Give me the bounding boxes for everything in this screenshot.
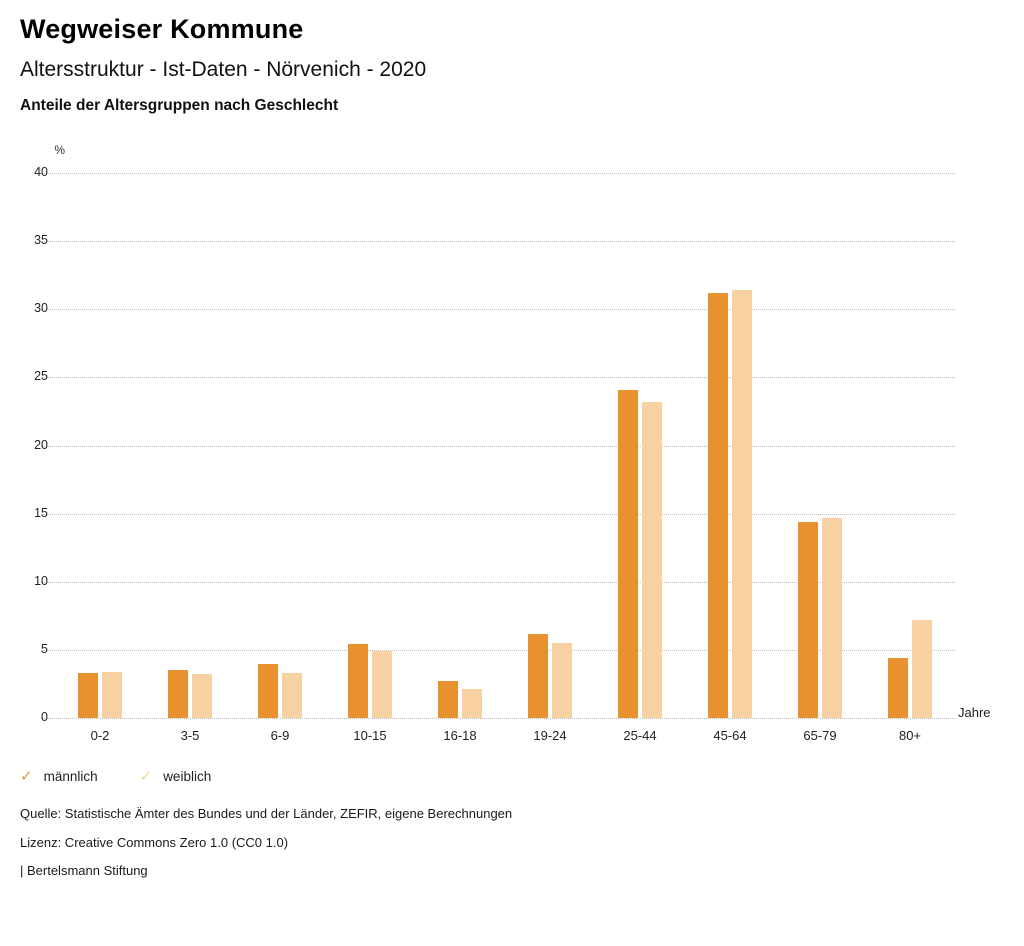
y-tick-label: 35 <box>34 233 48 248</box>
x-tick-label-0-2: 0-2 <box>90 728 110 743</box>
bar-männlich-3-5[interactable] <box>168 670 188 718</box>
bar-group-10-15 <box>325 173 415 718</box>
bar-männlich-16-18[interactable] <box>438 681 458 718</box>
page-title: Wegweiser Kommune <box>20 14 304 44</box>
plot-area <box>41 173 955 719</box>
bar-männlich-80+[interactable] <box>888 658 908 718</box>
footer: Quelle: Statistische Ämter des Bundes un… <box>20 806 1004 878</box>
attribution-text: | Bertelsmann Stiftung <box>20 863 148 878</box>
y-tick-label: 20 <box>34 437 48 452</box>
x-tick-label-6-9: 6-9 <box>270 728 290 743</box>
x-tick-label-80+: 80+ <box>898 728 922 743</box>
check-icon: ✓ <box>20 768 33 785</box>
legend-label: weiblich <box>163 769 212 784</box>
bar-group-6-9 <box>235 173 325 718</box>
bar-männlich-6-9[interactable] <box>258 663 278 718</box>
gridline <box>41 173 955 174</box>
bar-group-16-18 <box>415 173 505 718</box>
x-tick-label-3-5: 3-5 <box>180 728 200 743</box>
bar-groups <box>55 173 955 718</box>
y-tick-label: 10 <box>34 573 48 588</box>
bar-weiblich-3-5[interactable] <box>192 674 212 718</box>
bar-weiblich-25-44[interactable] <box>642 401 662 718</box>
y-tick-label: 5 <box>41 641 48 656</box>
y-tick-label: 25 <box>34 369 48 384</box>
bar-weiblich-10-15[interactable] <box>372 651 392 718</box>
bar-group-3-5 <box>145 173 235 718</box>
bar-männlich-65-79[interactable] <box>798 521 818 718</box>
bar-group-45-64 <box>685 173 775 718</box>
legend-item-weiblich[interactable]: ✓ weiblich <box>140 769 212 784</box>
gridline <box>41 581 955 583</box>
legend: ✓ männlich ✓ weiblich <box>20 769 1004 784</box>
y-tick-label: 40 <box>34 165 48 179</box>
chart: % 0-2 3-5 6-9 10-15 16-18 19-24 25-44 45-64 65-7… <box>20 143 990 753</box>
y-tick-label: 0 <box>41 710 48 724</box>
x-tick-label-45-64: 45-64 <box>713 728 747 743</box>
page: Wegweiser Kommune Altersstruktur - Ist-D… <box>20 14 1004 878</box>
license-text: Lizenz: Creative Commons Zero 1.0 (CC0 1… <box>20 834 289 850</box>
chart-subtitle: Altersstruktur - Ist-Daten - Nörvenich -… <box>20 58 427 81</box>
y-axis-unit: % <box>54 143 65 157</box>
chart-caption: Anteile der Altersgruppen nach Geschlech… <box>20 97 339 114</box>
bar-männlich-0-2[interactable] <box>78 673 98 718</box>
gridline <box>41 513 955 515</box>
bar-männlich-10-15[interactable] <box>348 644 368 718</box>
bar-männlich-19-24[interactable] <box>528 633 548 718</box>
bar-weiblich-45-64[interactable] <box>732 290 752 718</box>
bar-männlich-45-64[interactable] <box>708 292 728 718</box>
check-icon: ✓ <box>139 768 153 785</box>
source-text: Quelle: Statistische Ämter des Bundes un… <box>20 806 513 821</box>
bar-weiblich-19-24[interactable] <box>552 643 572 718</box>
gridline <box>41 309 955 311</box>
bar-group-65-79 <box>775 173 865 718</box>
bar-group-80+ <box>865 173 955 718</box>
gridline <box>41 649 955 651</box>
bar-weiblich-16-18[interactable] <box>462 689 482 718</box>
legend-item-männlich[interactable]: ✓ männlich <box>20 769 98 784</box>
x-tick-label-65-79: 65-79 <box>803 728 837 743</box>
y-tick-label: 15 <box>34 505 48 520</box>
bar-männlich-25-44[interactable] <box>618 389 638 718</box>
bar-group-0-2 <box>55 173 145 718</box>
bar-group-19-24 <box>505 173 595 718</box>
bar-weiblich-0-2[interactable] <box>102 671 122 718</box>
legend-label: männlich <box>43 769 98 784</box>
bar-weiblich-80+[interactable] <box>912 619 932 718</box>
bar-weiblich-6-9[interactable] <box>282 673 302 718</box>
bar-weiblich-65-79[interactable] <box>822 517 842 718</box>
gridline <box>41 718 955 719</box>
x-axis-labels: 0-2 3-5 6-9 10-15 16-18 19-24 25-44 45-64 65-79 8… <box>55 728 955 743</box>
gridline <box>41 241 955 243</box>
y-tick-label: 30 <box>34 301 48 316</box>
x-tick-label-10-15: 10-15 <box>353 728 387 743</box>
gridline <box>41 445 955 447</box>
x-tick-label-19-24: 19-24 <box>533 728 567 743</box>
x-tick-label-16-18: 16-18 <box>443 728 477 743</box>
x-axis-unit: Jahre <box>958 705 991 720</box>
bar-group-25-44 <box>595 173 685 718</box>
x-tick-label-25-44: 25-44 <box>623 728 657 743</box>
gridline <box>41 377 955 379</box>
